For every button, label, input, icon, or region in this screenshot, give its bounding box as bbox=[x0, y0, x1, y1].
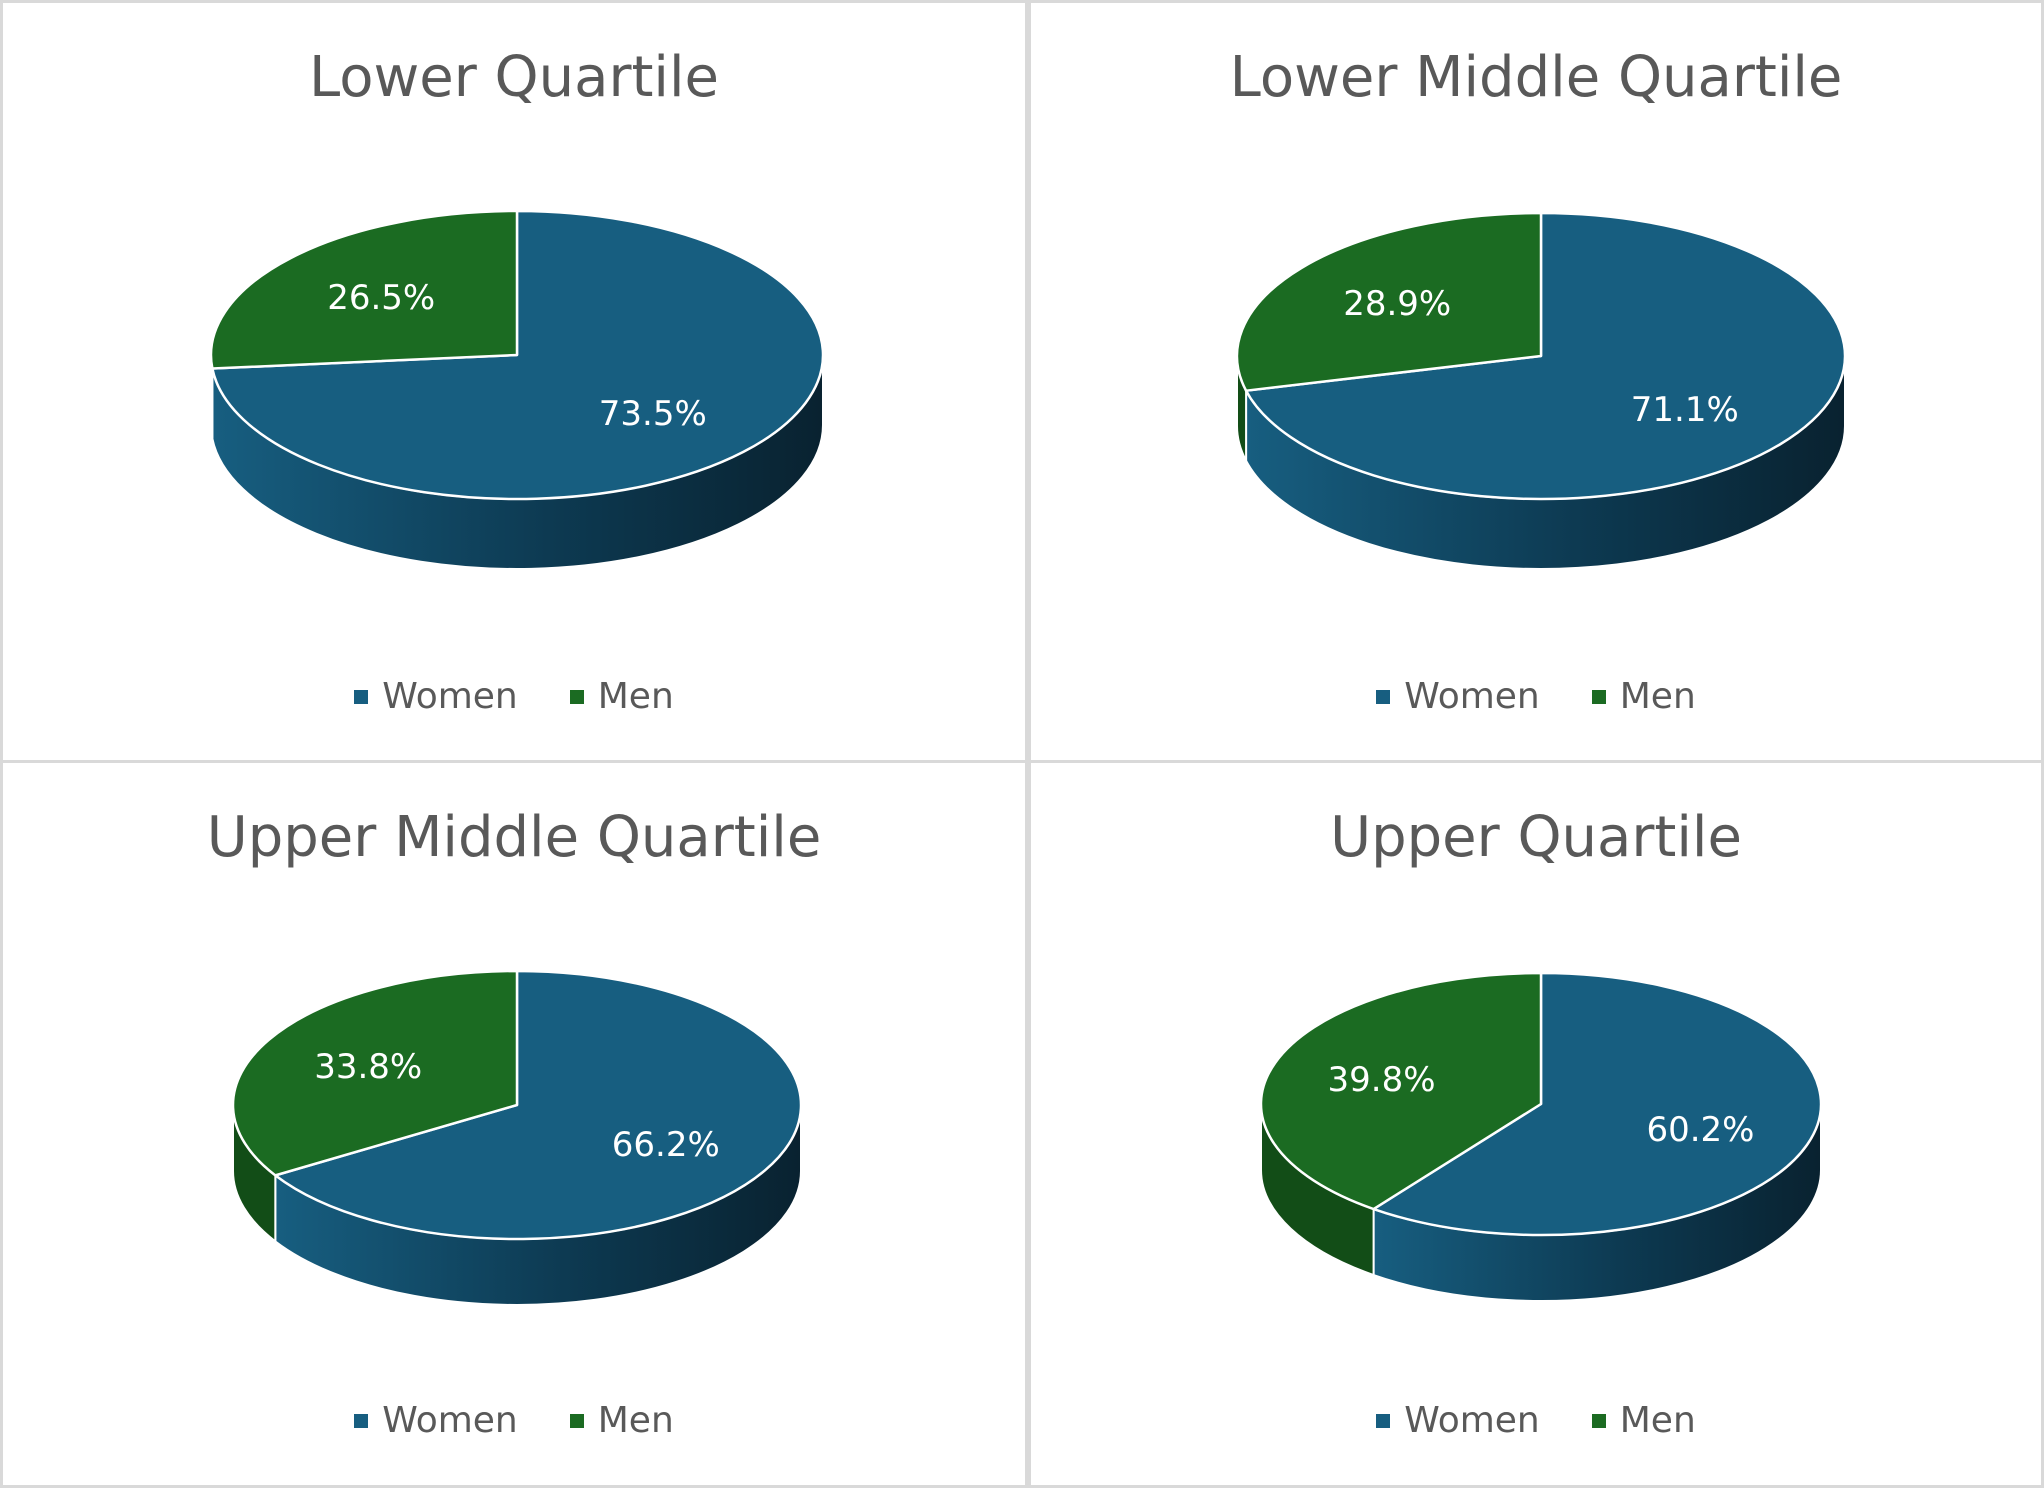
chart-panel-lower-quartile: Lower Quartile 73.5% 26.5% Women Men bbox=[0, 0, 1028, 764]
legend-label-men: Men bbox=[597, 676, 674, 717]
legend-item-men: Men bbox=[569, 676, 674, 717]
data-label-men: 39.8% bbox=[1328, 1060, 1436, 1100]
chart-title: Upper Middle Quartile bbox=[206, 805, 822, 870]
legend-swatch-women bbox=[354, 1413, 369, 1428]
legend: Women Men bbox=[3, 676, 1025, 717]
legend-item-women: Women bbox=[354, 1400, 518, 1441]
legend-swatch-women bbox=[1376, 689, 1391, 704]
legend-swatch-men bbox=[1591, 1413, 1606, 1428]
pie-slice-women bbox=[1244, 211, 1847, 501]
legend: Women Men bbox=[1031, 1400, 2041, 1441]
legend-item-men: Men bbox=[569, 1400, 674, 1441]
legend-item-women: Women bbox=[1376, 1400, 1540, 1441]
data-label-women: 73.5% bbox=[599, 394, 707, 434]
legend-swatch-men bbox=[569, 689, 584, 704]
legend-swatch-women bbox=[354, 689, 369, 704]
pie-top-group bbox=[209, 209, 825, 501]
data-label-women: 66.2% bbox=[612, 1125, 720, 1165]
pie-chart: 73.5% 26.5% bbox=[209, 209, 825, 570]
legend-swatch-men bbox=[569, 1413, 584, 1428]
chart-title: Lower Quartile bbox=[309, 45, 719, 110]
legend-item-women: Women bbox=[1376, 676, 1540, 717]
pie-slice-women bbox=[1372, 971, 1823, 1237]
legend-item-men: Men bbox=[1591, 1400, 1696, 1441]
pie-slice-men bbox=[1259, 971, 1543, 1211]
legend-item-women: Women bbox=[354, 676, 518, 717]
pie-top-group bbox=[1235, 211, 1847, 501]
data-label-men: 26.5% bbox=[327, 278, 435, 318]
legend-label-women: Women bbox=[382, 676, 518, 717]
legend-label-men: Men bbox=[1619, 676, 1696, 717]
legend-label-women: Women bbox=[1404, 1400, 1540, 1441]
pie-top-group bbox=[1259, 971, 1823, 1237]
pie-chart: 60.2% 39.8% bbox=[1259, 971, 1823, 1303]
chart-panel-upper-quartile: Upper Quartile 60.2% 39.8% Women Men bbox=[1028, 760, 2044, 1488]
pie-slice-women bbox=[274, 969, 803, 1241]
data-label-women: 60.2% bbox=[1646, 1110, 1754, 1150]
pie-slice-men bbox=[231, 969, 519, 1177]
chart-title: Lower Middle Quartile bbox=[1229, 45, 1843, 110]
legend-swatch-women bbox=[1376, 1413, 1391, 1428]
legend-label-women: Women bbox=[1404, 676, 1540, 717]
data-label-women: 71.1% bbox=[1631, 390, 1739, 430]
legend-label-men: Men bbox=[1619, 1400, 1696, 1441]
legend-label-men: Men bbox=[597, 1400, 674, 1441]
pie-slice-men bbox=[1235, 211, 1543, 392]
legend: Women Men bbox=[1031, 676, 2041, 717]
pie-chart: 71.1% 28.9% bbox=[1235, 211, 1847, 571]
data-label-men: 33.8% bbox=[314, 1047, 422, 1087]
pie-chart: 66.2% 33.8% bbox=[231, 969, 803, 1306]
legend-swatch-men bbox=[1591, 689, 1606, 704]
pie-top-group bbox=[231, 969, 803, 1241]
chart-panel-lower-middle-quartile: Lower Middle Quartile 71.1% 28.9% Women M… bbox=[1028, 0, 2044, 764]
legend-item-men: Men bbox=[1591, 676, 1696, 717]
legend: Women Men bbox=[3, 1400, 1025, 1441]
legend-label-women: Women bbox=[382, 1400, 518, 1441]
data-label-men: 28.9% bbox=[1343, 284, 1451, 324]
pie-slice-men bbox=[209, 209, 519, 370]
chart-title: Upper Quartile bbox=[1330, 805, 1742, 870]
chart-panel-upper-middle-quartile: Upper Middle Quartile 66.2% 33.8% Women M… bbox=[0, 760, 1028, 1488]
